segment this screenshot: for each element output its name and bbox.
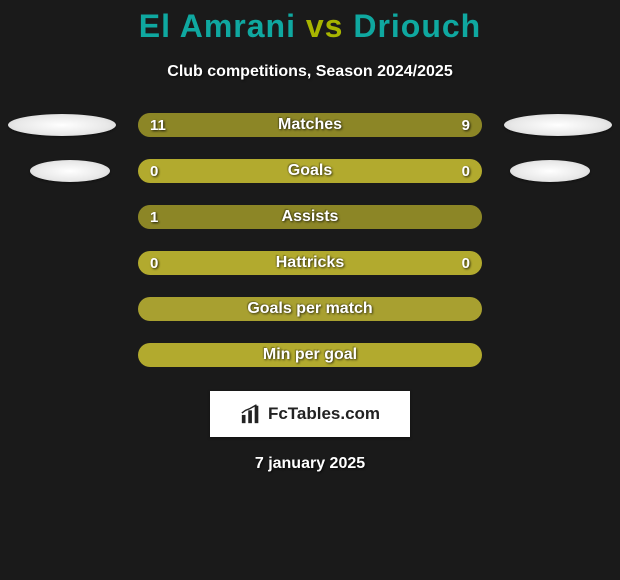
stat-value-left: 11 [150,117,166,134]
stat-value-right: 0 [462,163,470,180]
stat-row: 0 Hattricks 0 [0,251,620,275]
logo-text: FcTables.com [268,404,380,424]
stat-bar: 0 Hattricks 0 [138,251,482,275]
page-title: El Amrani vs Driouch [139,8,481,45]
stat-bar: Min per goal [138,343,482,367]
player2-name: Driouch [353,8,481,44]
stat-bar: Goals per match [138,297,482,321]
player2-oval-icon [510,160,590,182]
stat-bar: 11 Matches 9 [138,113,482,137]
subtitle: Club competitions, Season 2024/2025 [167,63,452,81]
bar-fill-right [327,113,482,137]
stat-value-right: 0 [462,255,470,272]
stat-label: Matches [278,116,342,134]
stat-rows: 11 Matches 9 0 Goals 0 1 Assists [0,113,620,367]
stat-value-right: 9 [462,117,470,134]
stat-bar: 0 Goals 0 [138,159,482,183]
stat-row: Min per goal [0,343,620,367]
player1-oval-icon [30,160,110,182]
stat-label: Goals per match [247,300,372,318]
stat-bar: 1 Assists [138,205,482,229]
stat-label: Goals [288,162,332,180]
stat-value-left: 0 [150,163,158,180]
comparison-infographic: El Amrani vs Driouch Club competitions, … [0,0,620,473]
stat-row: 11 Matches 9 [0,113,620,137]
date-label: 7 january 2025 [255,455,365,473]
player2-oval-icon [504,114,612,136]
stat-label: Min per goal [263,346,357,364]
stat-row: 0 Goals 0 [0,159,620,183]
vs-text: vs [306,8,344,44]
stat-value-left: 1 [150,209,158,226]
player1-name: El Amrani [139,8,296,44]
barchart-icon [240,403,262,425]
stat-row: 1 Assists [0,205,620,229]
stat-row: Goals per match [0,297,620,321]
stat-value-left: 0 [150,255,158,272]
stat-label: Hattricks [276,254,344,272]
player1-oval-icon [8,114,116,136]
logo: FcTables.com [210,391,410,437]
stat-label: Assists [282,208,339,226]
